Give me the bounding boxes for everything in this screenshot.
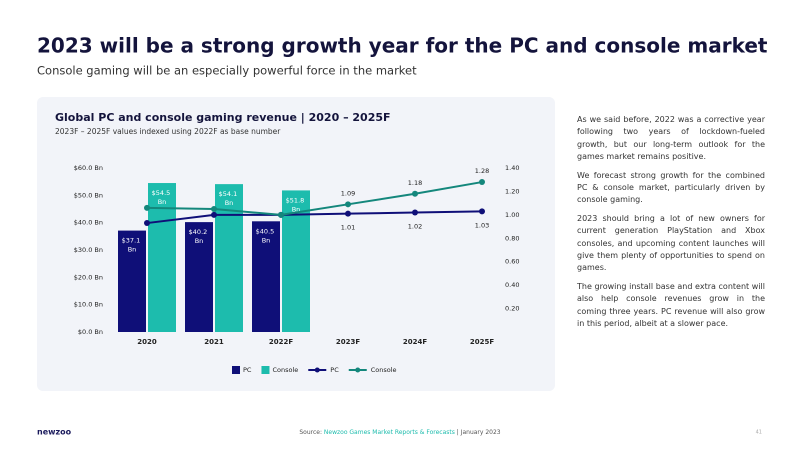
bar-label-line: Bn <box>158 198 167 206</box>
source-prefix: Source: <box>299 429 324 436</box>
x-tick-label: 2024F <box>403 338 427 346</box>
bar-label-line: Bn <box>128 246 137 254</box>
legend-swatch <box>232 366 240 374</box>
y2-tick-label: 0.20 <box>505 305 519 313</box>
y-tick-label: $30.0 Bn <box>74 246 103 254</box>
bar-label-line: Bn <box>292 205 301 213</box>
line-label: 1.18 <box>408 179 422 187</box>
bar-label: $40.2 Bn <box>189 228 210 245</box>
line-marker <box>211 206 217 212</box>
bar-label: $54.1 Bn <box>219 190 240 207</box>
line-label: 1.01 <box>341 224 355 232</box>
source-suffix: | January 2023 <box>455 429 501 436</box>
y2-tick-label: 0.80 <box>505 234 519 242</box>
paragraph: The growing install base and extra conte… <box>577 281 765 329</box>
line-label: 1.28 <box>475 167 489 175</box>
chart-title: Global PC and console gaming revenue | 2… <box>55 111 391 124</box>
legend-swatch <box>261 366 270 374</box>
x-tick-label: 2021 <box>204 338 224 346</box>
line-marker <box>144 204 150 211</box>
source: Source: Newzoo Games Market Reports & Fo… <box>299 429 500 436</box>
bar-label-line: $40.5 <box>256 227 277 235</box>
bar-label: $51.8 Bn <box>286 196 307 213</box>
bar <box>252 221 280 332</box>
line-marker <box>345 201 351 208</box>
y-tick-label: $50.0 Bn <box>74 191 103 199</box>
slide-title: 2023 will be a strong growth year for th… <box>37 34 768 58</box>
line-marker <box>412 190 418 197</box>
line-label: 1.02 <box>408 223 422 231</box>
line-marker <box>479 208 485 215</box>
bar-label: $37.1 Bn <box>122 237 143 254</box>
line-marker <box>278 211 284 218</box>
bar-label-line: Bn <box>262 236 271 244</box>
line-marker <box>211 211 217 218</box>
line <box>146 181 483 216</box>
line-label: 1.03 <box>475 221 489 229</box>
paragraph: 2023 should bring a lot of new owners fo… <box>577 213 765 273</box>
x-tick-label: 2020 <box>137 338 157 346</box>
line-label: 1.09 <box>341 189 355 197</box>
bar-label-line: $37.1 <box>122 237 143 245</box>
bar-label: $40.5 Bn <box>256 227 277 244</box>
page-number: 41 <box>756 430 762 436</box>
legend-label: PC <box>243 366 252 374</box>
line-marker <box>345 210 351 217</box>
y-tick-label: $10.0 Bn <box>74 301 103 309</box>
bar-label-line: Bn <box>225 199 234 207</box>
y2-tick-label: 1.40 <box>505 164 519 172</box>
bar-label-line: $40.2 <box>189 228 210 236</box>
bar-label: $54.5 Bn <box>152 189 173 206</box>
y-tick-label: $0.0 Bn <box>78 328 103 336</box>
line-marker <box>479 179 485 186</box>
x-tick-label: 2025F <box>470 338 494 346</box>
y2-tick-label: 1.00 <box>505 211 519 219</box>
paragraph: We forecast strong growth for the combin… <box>577 170 765 205</box>
bar-label-line: $51.8 <box>286 196 307 204</box>
legend-swatch-marker <box>355 367 361 373</box>
legend-label: Console <box>371 366 397 374</box>
bar <box>185 222 213 332</box>
y2-tick-label: 0.60 <box>505 258 519 266</box>
y2-tick-label: 0.40 <box>505 281 519 289</box>
source-link[interactable]: Newzoo Games Market Reports & Forecasts <box>324 429 455 436</box>
bar-label-line: $54.5 <box>152 189 173 197</box>
logo: newzoo <box>37 428 72 437</box>
chart-subtitle: 2023F – 2025F values indexed using 2022F… <box>55 127 281 136</box>
legend-swatch-marker <box>314 367 320 373</box>
line <box>146 210 483 225</box>
y-tick-label: $60.0 Bn <box>74 164 103 172</box>
bar <box>118 230 146 332</box>
y2-tick-label: 1.20 <box>505 187 519 195</box>
x-tick-label: 2022F <box>269 338 293 346</box>
y-tick-label: $20.0 Bn <box>74 273 103 281</box>
bar-label-line: $54.1 <box>219 190 240 198</box>
line-marker <box>412 209 418 216</box>
paragraph: As we said before, 2022 was a corrective… <box>577 115 765 162</box>
commentary: As we said before, 2022 was a corrective… <box>577 114 765 337</box>
legend-label: PC <box>330 366 339 374</box>
bar-label-line: Bn <box>195 237 204 245</box>
x-tick-label: 2023F <box>336 338 360 346</box>
slide-subtitle: Console gaming will be an especially pow… <box>37 64 417 78</box>
y-tick-label: $40.0 Bn <box>74 219 103 227</box>
legend-label: Console <box>272 366 298 374</box>
line-marker <box>144 220 150 227</box>
